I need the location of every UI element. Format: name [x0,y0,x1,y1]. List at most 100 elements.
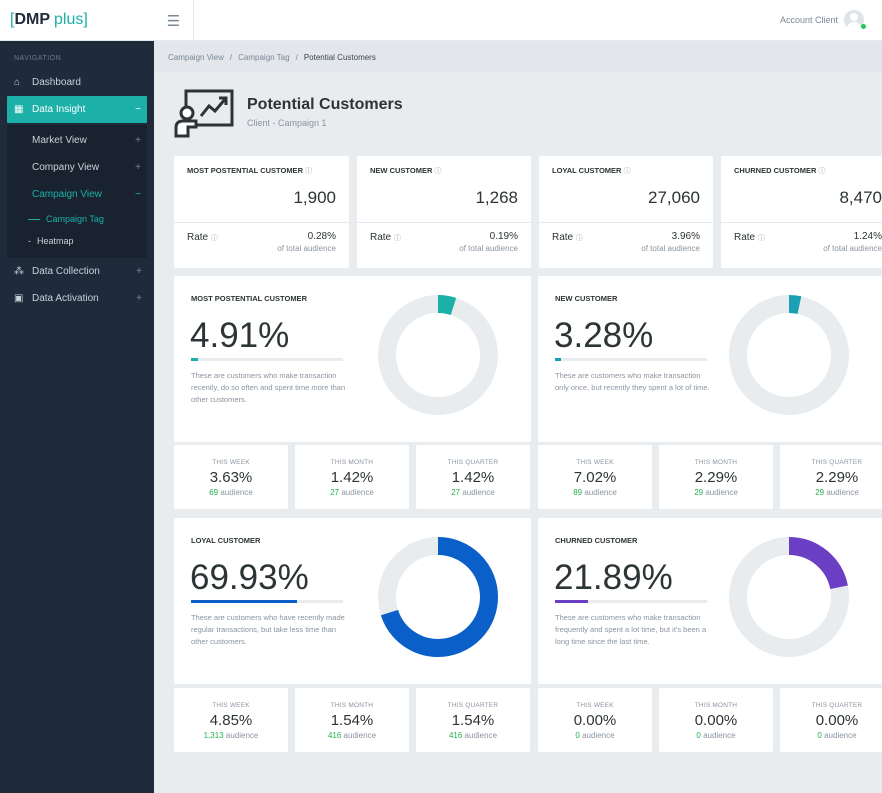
audience-count: 0 [696,731,701,740]
home-icon: ⌂ [14,77,21,88]
donut-arc [729,537,849,657]
sidebar-item-campaign-tag[interactable]: Campaign Tag [7,208,147,230]
period-value: 1.42% [330,469,374,486]
period-card-content: THIS WEEK 7.02% 89 audience [538,459,652,497]
kpi-value: 8,470 [839,188,882,207]
period-audience: 0 audience [538,731,652,740]
audience-unit: audience [341,488,374,497]
help-icon[interactable]: ⓘ [393,235,401,242]
sidebar-item-dashboard[interactable]: ⌂ Dashboard [0,69,154,96]
progress-bar [191,358,343,361]
segment-card-most-potential: MOST POSTENTIAL CUSTOMER 4.91% These are c… [174,276,531,442]
period-audience: 27 audience [416,488,530,497]
expand-icon[interactable]: + [136,266,142,277]
sidebar-item-data-insight[interactable]: ▦ Data Insight − [7,96,147,123]
period-audience: 27 audience [295,488,409,497]
progress-bar [555,358,707,361]
help-icon[interactable]: ⓘ [575,235,583,242]
audience-unit: audience [582,731,615,740]
help-icon[interactable]: ⓘ [434,168,442,175]
sidebar-item-label: Campaign Tag [46,214,104,224]
divider [539,222,713,223]
period-card-content: THIS QUARTER 0.00% 0 audience [780,702,882,740]
audience-count: 416 [448,731,463,740]
audience-count: 416 [327,731,342,740]
audience-unit: audience [824,731,857,740]
breadcrumb-item[interactable]: Campaign Tag [238,52,290,62]
kpi-rate: 3.96% of total audience [641,231,700,253]
chart-icon: ▦ [14,104,24,115]
period-card: THIS QUARTER 0.00% 0 audience [780,688,882,752]
account-name: Account Client [779,15,838,25]
period-card: THIS WEEK 3.63% 69 audience [174,445,288,509]
logo-suffix: plus [54,11,84,28]
help-icon[interactable]: ⓘ [757,235,765,242]
kpi-title-text: LOYAL CUSTOMER [552,166,622,175]
donut-arc [729,295,849,415]
period-value: 4.85% [209,712,253,729]
period-card: THIS QUARTER 1.54% 416 audience [416,688,530,752]
period-audience: 0 audience [659,731,773,740]
sidebar-item-heatmap[interactable]: - Heatmap [7,230,147,252]
sidebar-item-data-activation[interactable]: ▣ Data Activation + [0,285,154,312]
sidebar: [DMP plus] NAVIGATION ⌂ Dashboard ▦ Data … [0,0,154,793]
kpi-title-text: MOST POSTENTIAL CUSTOMER [187,166,303,175]
collapse-icon[interactable]: − [135,189,141,200]
audience-unit: audience [225,731,259,740]
sidebar-item-data-collection[interactable]: ⁂ Data Collection + [0,258,154,285]
audience-count: 27 [451,488,461,497]
kpi-title: NEW CUSTOMER ⓘ [370,166,441,176]
kpi-rate-sub: of total audience [277,244,336,253]
period-audience: 1,313 audience [174,731,288,740]
kpi-rate: 1.24% of total audience [823,231,882,253]
hamburger-icon[interactable]: ☰ [154,0,194,41]
progress-bar [191,600,343,603]
sidebar-item-label: Heatmap [37,236,74,246]
segment-percent: 21.89% [554,558,673,597]
period-card: THIS WEEK 4.85% 1,313 audience [174,688,288,752]
sidebar-item-label: Company View [32,162,100,173]
kpi-rate-value: 3.96% [671,231,700,242]
collapse-icon[interactable]: − [135,104,141,115]
account-menu[interactable]: Account Client [780,10,864,30]
period-label: THIS QUARTER [811,702,863,709]
period-card: THIS QUARTER 2.29% 29 audience [780,445,882,509]
segment-card-churned: CHURNED CUSTOMER 21.89% These are customer… [538,518,882,684]
expand-icon[interactable]: + [135,162,141,173]
sidebar-item-market-view[interactable]: Market View + [7,127,147,154]
period-value: 1.54% [330,712,374,729]
sidebar-item-campaign-view[interactable]: Campaign View − [7,181,147,208]
ad-icon: ▣ [14,293,24,304]
kpi-rate-value: 0.19% [489,231,518,242]
period-card-content: THIS WEEK 3.63% 69 audience [174,459,288,497]
donut-chart [729,295,849,415]
customer-presentation-icon [174,89,234,138]
segment-percent: 4.91% [190,316,290,355]
period-card-content: THIS WEEK 0.00% 0 audience [538,702,652,740]
logo-bracket-open: [ [10,11,15,28]
period-label: THIS MONTH [330,702,374,709]
audience-unit: audience [462,488,495,497]
audience-unit: audience [826,488,859,497]
audience-unit: audience [703,731,736,740]
donut-arc [378,537,498,657]
sidebar-item-company-view[interactable]: Company View + [7,154,147,181]
audience-count: 0 [575,731,580,740]
expand-icon[interactable]: + [135,135,141,146]
expand-icon[interactable]: + [136,293,142,304]
breadcrumb-item[interactable]: Campaign View [168,52,224,62]
help-icon[interactable]: ⓘ [210,235,218,242]
sidebar-item-label: Market View [32,135,87,146]
kpi-value: 1,268 [475,188,518,207]
logo[interactable]: [DMP plus] [0,0,154,41]
period-label: THIS QUARTER [447,702,499,709]
help-icon[interactable]: ⓘ [305,168,313,175]
period-label: THIS WEEK [576,702,614,709]
audience-unit: audience [464,731,498,740]
help-icon[interactable]: ⓘ [818,168,826,175]
kpi-value: 1,900 [293,188,336,207]
progress-bar-fill [191,600,298,603]
help-icon[interactable]: ⓘ [623,168,631,175]
segment-title: NEW CUSTOMER [555,294,618,303]
period-card-content: THIS MONTH 1.54% 416 audience [295,702,409,740]
